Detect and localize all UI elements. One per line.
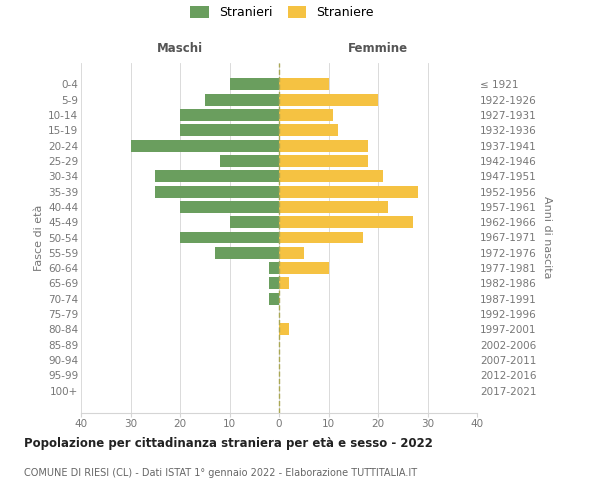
Bar [215, 247, 279, 259]
Bar [205, 94, 279, 106]
Text: COMUNE DI RIESI (CL) - Dati ISTAT 1° gennaio 2022 - Elaborazione TUTTITALIA.IT: COMUNE DI RIESI (CL) - Dati ISTAT 1° gen… [24, 468, 417, 477]
Bar [279, 247, 304, 259]
Bar [279, 324, 289, 336]
Y-axis label: Anni di nascita: Anni di nascita [542, 196, 552, 278]
Bar [269, 293, 279, 304]
Bar [180, 232, 279, 243]
Bar [279, 186, 418, 198]
Bar [180, 109, 279, 121]
Bar [279, 232, 363, 243]
Bar [279, 78, 329, 90]
Text: Femmine: Femmine [348, 42, 408, 56]
Bar [279, 216, 413, 228]
Bar [279, 140, 368, 151]
Text: Maschi: Maschi [157, 42, 203, 56]
Y-axis label: Fasce di età: Fasce di età [34, 204, 44, 270]
Bar [279, 170, 383, 182]
Bar [279, 124, 338, 136]
Bar [155, 170, 279, 182]
Text: Popolazione per cittadinanza straniera per età e sesso - 2022: Popolazione per cittadinanza straniera p… [24, 438, 433, 450]
Bar [279, 94, 378, 106]
Legend: Stranieri, Straniere: Stranieri, Straniere [190, 6, 374, 19]
Bar [155, 186, 279, 198]
Bar [279, 155, 368, 167]
Bar [269, 278, 279, 289]
Bar [229, 78, 279, 90]
Bar [131, 140, 279, 151]
Bar [180, 201, 279, 213]
Bar [279, 109, 334, 121]
Bar [229, 216, 279, 228]
Bar [279, 201, 388, 213]
Bar [279, 262, 329, 274]
Bar [220, 155, 279, 167]
Bar [180, 124, 279, 136]
Bar [279, 278, 289, 289]
Bar [269, 262, 279, 274]
